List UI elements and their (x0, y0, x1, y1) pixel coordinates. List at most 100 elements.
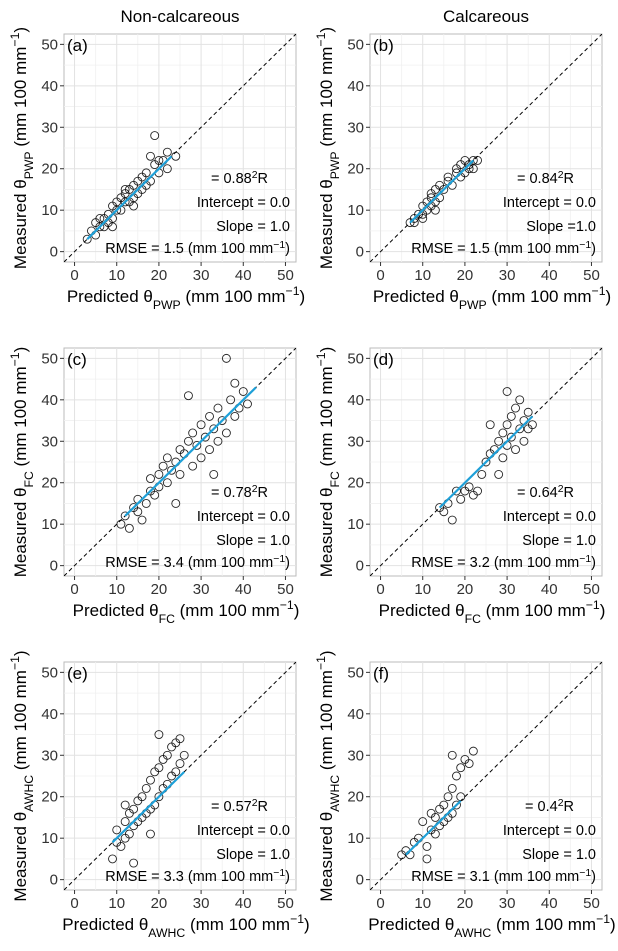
x-tick-label: 20 (151, 267, 168, 284)
x-tick-label: 40 (541, 267, 558, 284)
point (188, 428, 198, 438)
y-axis-label: Measured θPWP (mm 100 mm−1) (314, 27, 342, 269)
label-part: ) (11, 347, 30, 353)
point (162, 478, 172, 488)
point (506, 411, 516, 421)
identity-line (64, 34, 296, 262)
point (146, 829, 155, 839)
y-tick-label: 50 (347, 36, 364, 53)
label-part: −1 (286, 284, 300, 298)
annotation: Intercept = 0.0 (197, 823, 290, 839)
point (133, 507, 143, 517)
label-part: Predicted θ (379, 601, 465, 620)
point (82, 234, 92, 244)
label-part: ) (317, 650, 336, 656)
identity-line (370, 662, 602, 890)
label-part: Predicted θ (62, 915, 148, 934)
label-part: = 0.4 (525, 799, 558, 815)
r2-annotation: = 0.882R (211, 170, 268, 188)
label-part: RMSE = 1.5 (mm 100 mm (105, 241, 273, 257)
x-axis-label: Predicted θPWP (mm 100 mm−1) (67, 284, 305, 312)
panel-label: (f) (373, 664, 389, 683)
panel-label: (b) (373, 36, 394, 55)
x-tick-label: 30 (193, 581, 210, 598)
label-part: RMSE = 3.3 (mm 100 mm (105, 869, 273, 885)
y-axis-label: Measured θFC (mm 100 mm−1) (8, 347, 36, 578)
label-part: (mm 100 mm (181, 287, 286, 306)
point (468, 746, 478, 756)
label-part: ) (11, 27, 30, 33)
y-tick-label: 40 (41, 392, 58, 409)
label-part: PWP (459, 298, 487, 312)
label-part: ) (591, 869, 596, 885)
y-tick-label: 40 (347, 392, 364, 409)
x-tick-label: 0 (70, 267, 78, 284)
point (120, 185, 130, 194)
point (175, 734, 185, 744)
label-part: = 0.88 (211, 171, 252, 187)
y-tick-label: 30 (347, 433, 364, 450)
label-part: RMSE = 3.1 (mm 100 mm (411, 869, 579, 885)
y-axis-label: Measured θPWP (mm 100 mm−1) (8, 27, 36, 269)
x-tick-label: 20 (457, 267, 474, 284)
label-part: AWHC (454, 926, 491, 940)
point (418, 214, 428, 223)
point (158, 461, 168, 471)
label-part: = 0.84 (517, 171, 558, 187)
point (120, 800, 130, 810)
label-part: −1 (586, 598, 600, 612)
y-tick-label: 50 (41, 664, 58, 681)
plot-content (370, 662, 602, 890)
point (162, 164, 172, 174)
fit-line (86, 155, 173, 240)
point (154, 155, 164, 165)
x-tick-label: 40 (235, 581, 252, 598)
label-part: 2 (252, 170, 258, 181)
label-part: R (564, 799, 574, 815)
panel-label: (e) (67, 664, 88, 683)
label-part: (mm 100 mm (185, 915, 290, 934)
point (430, 813, 440, 822)
point (192, 440, 202, 450)
point (217, 416, 227, 425)
point (154, 792, 164, 802)
annotation: Slope = 1.0 (522, 847, 596, 863)
x-tick-label: 0 (376, 267, 384, 284)
point (494, 469, 504, 479)
annotation: Intercept = 0.0 (503, 823, 596, 839)
label-part: (mm 100 mm (317, 670, 336, 775)
point (175, 469, 185, 479)
label-part: ) (285, 869, 290, 885)
point (430, 829, 440, 839)
point (146, 151, 155, 161)
rmse-annotation: RMSE = 1.5 (mm 100 mm−1) (411, 240, 596, 258)
y-tick-label: 50 (41, 350, 58, 367)
point (477, 469, 487, 479)
y-tick-label: 10 (347, 516, 364, 533)
point (171, 499, 181, 508)
label-part: (mm 100 mm (317, 366, 336, 471)
label-part: −1 (8, 32, 22, 46)
x-tick-label: 0 (70, 895, 78, 912)
point (154, 763, 164, 773)
y-axis-label: Measured θAWHC (mm 100 mm−1) (314, 650, 342, 901)
point (120, 511, 130, 521)
panel: 0 10 20 30 40 50 0 10 20 30 40 50 (b) Calcareous = 0.… (314, 7, 611, 312)
label-part: (mm 100 mm (491, 915, 596, 934)
label-part: ) (317, 347, 336, 353)
point (150, 490, 160, 500)
fit-line (409, 159, 475, 224)
plot-content (64, 348, 296, 576)
label-part: ) (285, 555, 290, 571)
point (221, 428, 231, 438)
label-part: (mm 100 mm (11, 670, 30, 775)
rmse-annotation: RMSE = 1.5 (mm 100 mm−1) (105, 240, 290, 258)
r2-annotation: = 0.42R (525, 798, 574, 816)
annotation: Intercept = 0.0 (197, 195, 290, 211)
r2-annotation: = 0.782R (211, 484, 268, 502)
y-tick-label: 20 (347, 161, 364, 178)
label-part: −1 (8, 656, 22, 670)
x-tick-label: 10 (108, 895, 125, 912)
label-part: Measured θ (11, 179, 30, 269)
